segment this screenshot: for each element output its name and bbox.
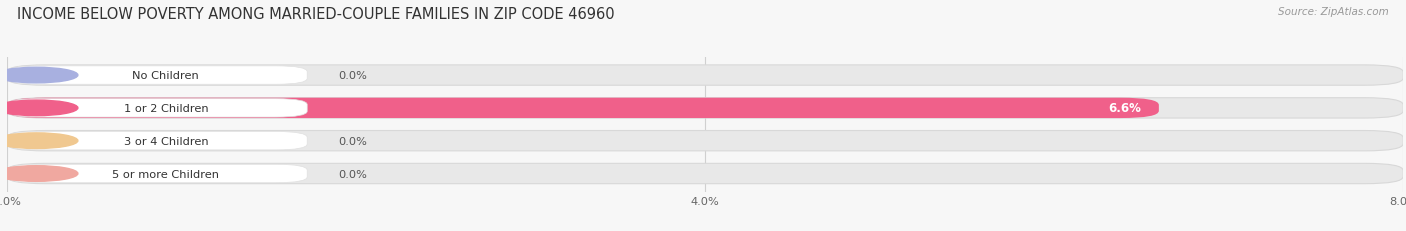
- FancyBboxPatch shape: [7, 98, 1159, 119]
- Text: 6.6%: 6.6%: [1108, 102, 1142, 115]
- Circle shape: [0, 68, 77, 83]
- FancyBboxPatch shape: [7, 99, 307, 118]
- Circle shape: [0, 133, 77, 149]
- FancyBboxPatch shape: [7, 165, 307, 183]
- Text: 0.0%: 0.0%: [339, 136, 367, 146]
- FancyBboxPatch shape: [7, 67, 307, 85]
- Text: 0.0%: 0.0%: [339, 169, 367, 179]
- Text: 3 or 4 Children: 3 or 4 Children: [124, 136, 208, 146]
- FancyBboxPatch shape: [7, 164, 1403, 184]
- FancyBboxPatch shape: [7, 98, 1403, 119]
- Text: No Children: No Children: [132, 71, 200, 81]
- Circle shape: [0, 166, 77, 182]
- Text: 0.0%: 0.0%: [339, 71, 367, 81]
- Text: 5 or more Children: 5 or more Children: [112, 169, 219, 179]
- Circle shape: [0, 101, 77, 116]
- Text: Source: ZipAtlas.com: Source: ZipAtlas.com: [1278, 7, 1389, 17]
- Text: INCOME BELOW POVERTY AMONG MARRIED-COUPLE FAMILIES IN ZIP CODE 46960: INCOME BELOW POVERTY AMONG MARRIED-COUPL…: [17, 7, 614, 22]
- FancyBboxPatch shape: [7, 131, 1403, 151]
- Text: 1 or 2 Children: 1 or 2 Children: [124, 103, 208, 113]
- FancyBboxPatch shape: [7, 66, 1403, 86]
- FancyBboxPatch shape: [7, 132, 307, 150]
